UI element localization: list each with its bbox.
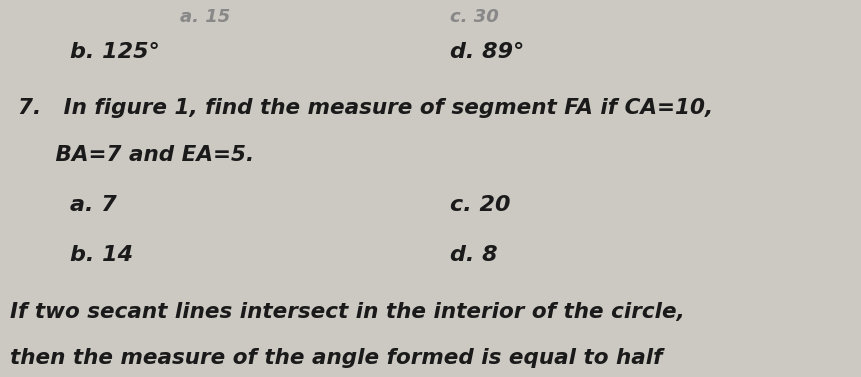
Text: 7.   In figure 1, find the measure of segment FA if CA=10,: 7. In figure 1, find the measure of segm… bbox=[18, 98, 712, 118]
Text: c. 20: c. 20 bbox=[449, 195, 510, 215]
Text: c. 30: c. 30 bbox=[449, 8, 499, 26]
Text: a. 7: a. 7 bbox=[70, 195, 116, 215]
Text: BA=7 and EA=5.: BA=7 and EA=5. bbox=[18, 145, 254, 165]
Text: b. 125°: b. 125° bbox=[70, 42, 159, 62]
Text: a. 15: a. 15 bbox=[180, 8, 230, 26]
Text: d. 8: d. 8 bbox=[449, 245, 497, 265]
Text: b. 14: b. 14 bbox=[70, 245, 133, 265]
Text: d. 89°: d. 89° bbox=[449, 42, 523, 62]
Text: then the measure of the angle formed is equal to half: then the measure of the angle formed is … bbox=[10, 348, 662, 368]
Text: If two secant lines intersect in the interior of the circle,: If two secant lines intersect in the int… bbox=[10, 302, 684, 322]
